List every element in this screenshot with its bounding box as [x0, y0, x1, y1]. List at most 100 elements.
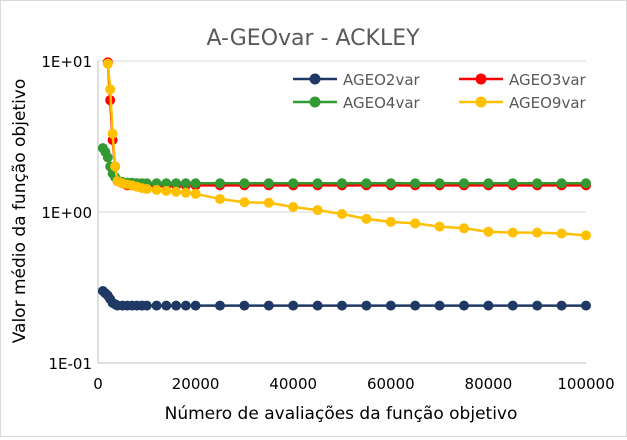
x-tick-label: 20000	[172, 375, 220, 393]
data-point	[288, 300, 299, 311]
data-point	[385, 178, 396, 189]
data-point	[102, 58, 113, 69]
data-point	[180, 178, 191, 189]
data-point	[337, 178, 347, 189]
data-point	[141, 184, 152, 194]
data-point	[459, 178, 469, 189]
data-point	[171, 300, 182, 311]
y-tick-label: 1E+00	[41, 204, 92, 222]
data-point	[385, 300, 396, 311]
data-point	[105, 84, 116, 95]
data-point	[141, 300, 152, 311]
data-point	[434, 221, 445, 232]
data-point	[161, 178, 172, 189]
data-point	[215, 300, 225, 311]
legend-marker	[309, 73, 321, 85]
data-point	[483, 178, 494, 189]
x-tick-label: 80000	[465, 375, 513, 393]
data-point	[107, 128, 118, 139]
data-point	[581, 230, 591, 241]
data-point	[337, 300, 347, 311]
data-point	[483, 226, 494, 237]
series-line	[101, 147, 586, 185]
data-point	[410, 300, 421, 311]
data-point	[556, 228, 567, 239]
data-point	[180, 187, 191, 198]
data-point	[239, 300, 250, 311]
data-point	[288, 178, 299, 189]
data-point	[507, 227, 518, 238]
data-point	[532, 227, 543, 238]
data-point	[263, 197, 274, 208]
x-tick-label: 40000	[269, 375, 317, 393]
data-point	[532, 300, 543, 311]
data-point	[581, 300, 591, 311]
data-point	[312, 300, 323, 311]
data-point	[239, 178, 250, 189]
legend-marker	[475, 73, 487, 85]
data-point	[434, 178, 445, 189]
data-point	[312, 178, 323, 189]
data-point	[180, 300, 191, 311]
series-AGEO4var	[97, 143, 591, 189]
x-tick-label: 100000	[557, 375, 614, 393]
legend-label: AGEO3var	[509, 71, 587, 89]
legend-marker	[475, 96, 487, 108]
data-point	[361, 300, 372, 311]
data-point	[263, 300, 274, 311]
series-AGEO2var	[97, 286, 591, 311]
legend-marker	[309, 96, 321, 108]
legend-item: AGEO9var	[459, 94, 587, 112]
legend-item: AGEO3var	[459, 71, 587, 89]
data-point	[361, 213, 372, 224]
series-line	[106, 63, 587, 237]
data-point	[361, 178, 372, 189]
data-point	[532, 178, 543, 189]
data-point	[288, 202, 299, 212]
y-axis-label: Valor médio da função objetivo	[10, 79, 30, 344]
data-point	[151, 300, 162, 311]
data-point	[161, 185, 172, 196]
data-point	[410, 218, 421, 229]
data-point	[171, 178, 182, 189]
data-point	[151, 184, 162, 195]
data-point	[312, 205, 323, 216]
data-point	[556, 178, 567, 189]
series-AGEO9var	[102, 58, 591, 241]
data-point	[483, 300, 494, 311]
data-point	[337, 209, 347, 219]
data-point	[161, 300, 172, 311]
legend-label: AGEO4var	[343, 94, 421, 112]
data-point	[410, 178, 421, 189]
data-point	[110, 161, 121, 172]
legend-label: AGEO2var	[343, 71, 421, 89]
legend: AGEO2var AGEO3var AGEO4var AGEO9var	[293, 71, 587, 112]
legend-label: AGEO9var	[509, 94, 587, 112]
data-point	[581, 178, 591, 189]
data-point	[556, 300, 567, 311]
data-point	[190, 188, 201, 199]
data-point	[102, 152, 113, 163]
data-point	[507, 300, 518, 311]
data-point	[507, 178, 518, 189]
data-point	[385, 216, 396, 227]
chart-title: A-GEOvar - ACKLEY	[206, 26, 420, 51]
data-point	[190, 178, 201, 189]
data-point	[171, 186, 182, 197]
data-point	[434, 300, 445, 311]
y-tick-label: 1E+01	[41, 53, 92, 71]
axes: 1E-01 1E+00 1E+01 0 20000 40000 60000 80000 1000…	[41, 53, 614, 393]
data-point	[215, 178, 225, 189]
x-axis-label: Número de avaliações da função objetivo	[165, 404, 518, 424]
x-tick-label: 60000	[367, 375, 415, 393]
data-point	[459, 223, 469, 234]
data-point	[459, 300, 469, 311]
y-tick-label: 1E-01	[48, 355, 92, 373]
data-point	[190, 300, 201, 311]
series-layer	[97, 57, 591, 311]
legend-item: AGEO4var	[293, 94, 421, 112]
data-point	[215, 194, 225, 204]
legend-item: AGEO2var	[293, 71, 421, 89]
data-point	[263, 178, 274, 189]
